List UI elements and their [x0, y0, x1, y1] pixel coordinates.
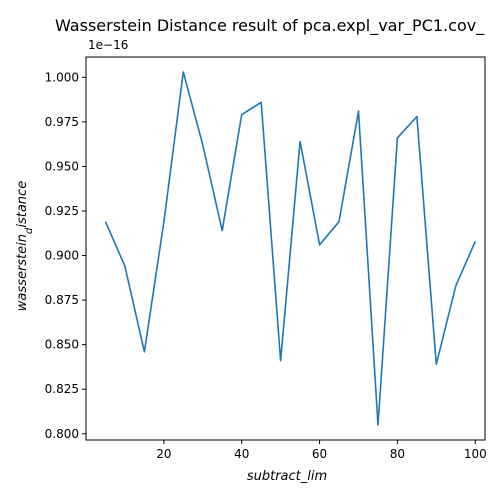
series-line — [104, 71, 477, 426]
y-axis: 0.800 0.825 0.850 0.875 0.900 0.925 0.950 0.975… — [45, 70, 86, 441]
x-tick-label: 20 — [156, 447, 171, 461]
y-tick-label: 0.975 — [45, 115, 79, 129]
x-tick-label: 100 — [464, 447, 487, 461]
y-tick-label: 0.900 — [45, 249, 79, 263]
y-tick-label: 0.800 — [45, 427, 79, 441]
axes-frame — [85, 56, 486, 441]
y-tick-label: 1.000 — [45, 70, 79, 84]
x-tick-label: 60 — [312, 447, 327, 461]
plot-area — [85, 56, 486, 441]
y-tick-label: 0.850 — [45, 338, 79, 352]
x-tick-label: 80 — [390, 447, 405, 461]
y-tick-label: 0.825 — [45, 382, 79, 396]
y-tick-label: 0.875 — [45, 293, 79, 307]
y-tick-label: 0.950 — [45, 159, 79, 173]
y-axis-offset-label: 1e−16 — [88, 38, 128, 52]
x-axis: 20 40 60 80 100 — [156, 440, 487, 461]
y-axis-label: wassersteindistance — [15, 181, 35, 311]
x-axis-label: subtract_lim — [247, 469, 327, 484]
chart-title: Wasserstein Distance result of pca.expl_… — [55, 16, 485, 36]
y-tick-label: 0.925 — [45, 204, 79, 218]
x-tick-label: 40 — [234, 447, 249, 461]
